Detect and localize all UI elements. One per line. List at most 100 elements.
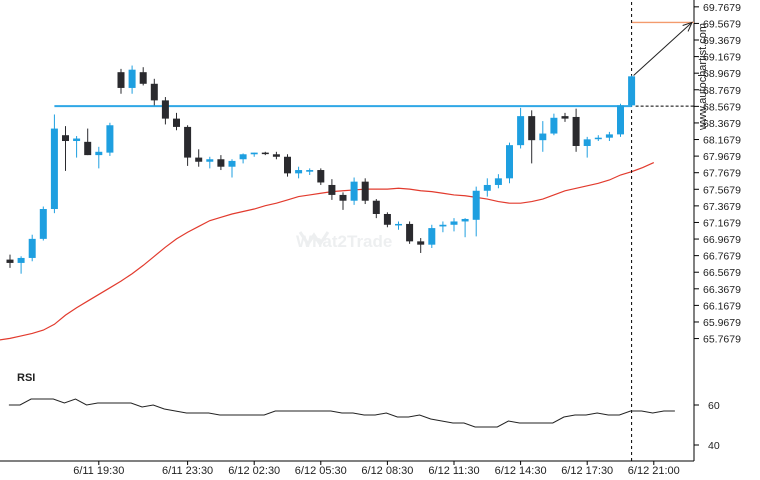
- candle: [195, 149, 203, 167]
- candle-body: [417, 241, 425, 245]
- x-tick-label: 6/12 17:30: [561, 465, 613, 475]
- x-tick-label: 6/12 14:30: [495, 465, 547, 475]
- candle-body: [206, 159, 214, 162]
- candle-body: [128, 69, 136, 88]
- candle-body: [139, 72, 147, 84]
- candle: [539, 121, 547, 152]
- levels-layer: [54, 2, 694, 461]
- y-tick-label: 67.3679: [703, 201, 741, 213]
- candle-body: [117, 72, 125, 88]
- candle: [173, 112, 180, 131]
- candle: [361, 178, 369, 205]
- y-tick-label: 68.7679: [703, 85, 741, 97]
- candle-body: [461, 218, 469, 222]
- candle-body: [617, 105, 624, 135]
- candle: [217, 155, 225, 171]
- y-tick-label: 68.5679: [703, 101, 741, 113]
- candle: [17, 256, 25, 274]
- candle: [550, 113, 558, 136]
- candle-body: [250, 152, 258, 155]
- candle-body: [572, 116, 580, 146]
- candle: [128, 65, 136, 94]
- source-credit: www.autochartist.com: [697, 23, 709, 131]
- candle-body: [28, 238, 36, 258]
- candle-body: [173, 118, 180, 127]
- candle-body: [361, 181, 369, 201]
- candle-body: [62, 135, 69, 142]
- candle-body: [84, 141, 92, 156]
- candle-body: [517, 116, 525, 146]
- candle: [439, 221, 447, 233]
- candle: [594, 135, 602, 142]
- candle: [428, 224, 436, 248]
- candle: [583, 136, 591, 158]
- y-tick-label: 67.1679: [703, 217, 741, 229]
- candle: [506, 142, 513, 184]
- candle: [50, 114, 58, 214]
- candle-body: [450, 221, 458, 225]
- y-tick-label: 66.5679: [703, 267, 741, 279]
- moving-average-layer: [0, 162, 655, 341]
- y-tick-label: 66.9679: [703, 234, 741, 246]
- candle-body: [328, 184, 336, 195]
- candle: [628, 75, 636, 108]
- candle-body: [95, 151, 103, 156]
- x-axis-ticks: 6/11 19:30 6/11 23:30 6/12 02:30 6/12 05:30…: [73, 461, 680, 477]
- candle: [228, 159, 236, 178]
- candle-body: [50, 128, 58, 210]
- candle: [206, 156, 214, 169]
- x-tick-label: 6/12 02:30: [228, 465, 280, 475]
- candle-body: [339, 194, 347, 201]
- candle-body: [195, 157, 203, 162]
- candle-body: [583, 139, 591, 146]
- candle-body: [150, 83, 158, 101]
- candle: [339, 192, 347, 210]
- y-tick-label: 66.3679: [703, 284, 741, 296]
- candle-body: [39, 209, 47, 239]
- candle: [73, 136, 81, 158]
- candle-body: [317, 170, 325, 183]
- candle-body: [483, 184, 491, 191]
- candle-body: [17, 257, 25, 263]
- candle-body: [372, 200, 380, 214]
- y-tick-label: 69.1679: [703, 52, 741, 64]
- candle-body: [295, 170, 303, 174]
- candle-body: [350, 181, 358, 201]
- x-tick-label: 6/12 11:30: [428, 465, 479, 475]
- svg-text:What2Trade: What2Trade: [296, 232, 392, 251]
- y-tick-label: 67.7679: [703, 168, 741, 180]
- candle: [605, 131, 613, 142]
- x-tick-label: 6/11 23:30: [162, 465, 213, 475]
- candle: [383, 212, 391, 228]
- candle: [117, 68, 125, 94]
- x-tick-label: 6/12 08:30: [361, 465, 413, 475]
- candle: [617, 103, 624, 137]
- candle-body: [472, 190, 480, 220]
- candle: [239, 153, 247, 164]
- y-tick-label: 68.9679: [703, 68, 741, 80]
- rsi-tick-label: 40: [708, 440, 720, 452]
- candle: [494, 174, 502, 189]
- candle-body: [6, 259, 14, 263]
- rsi-line: [8, 398, 675, 428]
- y-axis-ticks: 69.7679 69.5679 69.3679 69.1679 68.9679 68.76…: [694, 2, 741, 346]
- candle: [450, 218, 458, 232]
- candle-body: [605, 134, 613, 138]
- candle-body: [383, 213, 391, 225]
- candle: [62, 126, 69, 171]
- candle-body: [550, 117, 558, 134]
- y-tick-label: 66.7679: [703, 251, 741, 263]
- y-tick-label: 69.3679: [703, 35, 741, 47]
- candle-body: [217, 159, 225, 167]
- candle: [250, 152, 258, 157]
- candle: [284, 154, 291, 177]
- candle: [372, 199, 380, 219]
- y-tick-label: 67.9679: [703, 151, 741, 163]
- candle: [328, 179, 336, 200]
- candle-body: [406, 223, 414, 242]
- candle: [517, 107, 525, 149]
- y-tick-label: 65.9679: [703, 317, 741, 329]
- moving-average-line: [0, 162, 655, 341]
